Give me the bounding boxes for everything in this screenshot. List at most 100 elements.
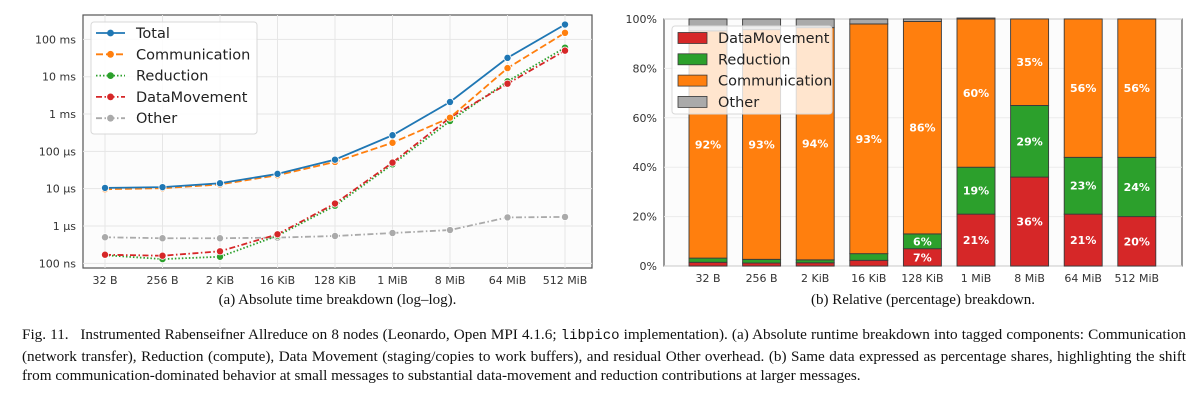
x-tick-label: 256 B <box>146 274 178 287</box>
legend-box <box>90 21 258 135</box>
data-point <box>561 28 570 37</box>
y-tick-label: 100 µs <box>39 145 76 158</box>
x-tick-label: 8 MiB <box>1014 272 1045 285</box>
y-tick-label: 100 ms <box>35 33 76 46</box>
bar-stack: 7% 6% 86% <box>902 18 942 267</box>
x-tick-label: 512 MiB <box>1115 272 1160 285</box>
legend-item-communication: Communication <box>96 47 250 63</box>
legend-a: Total Communication Reduction DataMovement O… <box>90 21 258 135</box>
legend-label: DataMovement <box>136 90 248 106</box>
bar-segment-reduction <box>902 233 942 250</box>
x-tick-label: 16 KiB <box>260 274 295 287</box>
legend-swatch <box>677 32 708 44</box>
x-tick-label: 8 MiB <box>435 274 466 287</box>
data-point <box>158 234 167 243</box>
x-tick-label: 256 B <box>746 272 778 285</box>
bar-segment-reduction <box>849 253 889 261</box>
bar-segment-datamovement <box>956 213 996 267</box>
bar-stack: 94% <box>795 18 835 267</box>
bar-stack: 20% 24% 56% <box>1117 18 1157 267</box>
legend-label: DataMovement <box>718 31 830 47</box>
data-point <box>330 155 339 164</box>
y-tick-label: 80% <box>633 62 657 75</box>
y-tick-label: 1 µs <box>53 220 76 233</box>
y-tick-label: 1 ms <box>49 108 76 121</box>
y-tick-label: 10 ms <box>42 71 76 84</box>
bar-value-label: 24% <box>1124 181 1150 194</box>
legend-item-other: Other <box>96 111 177 127</box>
bar-segment-datamovement <box>1117 216 1157 267</box>
data-point <box>445 113 454 122</box>
data-point <box>158 251 167 260</box>
subcaption-a: (a) Absolute time breakdown (log–log). <box>218 292 457 308</box>
legend-item-reduction: Reduction <box>96 69 209 85</box>
data-point <box>503 79 512 88</box>
y-axis-a: 100 ns 1 µs 10 µs 100 µs 1 ms 10 ms 100 ms <box>35 33 76 270</box>
data-point <box>503 64 512 73</box>
x-tick-label: 512 MiB <box>543 274 588 287</box>
stacked-bars: 92% 93% 94% 93% 7% 6% 86% 21% 19% 60% 36% 29% 35% 21%… <box>688 17 1157 267</box>
caption-part1: Fig. 11. Instrumented Rabenseifner Allre… <box>22 326 561 343</box>
data-point <box>388 131 397 140</box>
bar-value-label: 60% <box>963 87 989 100</box>
bar-stack: 92% <box>688 18 728 267</box>
bar-segment-communication <box>688 30 728 259</box>
legend-label: Communication <box>718 74 832 90</box>
data-point <box>273 230 282 239</box>
y-tick-label: 10 µs <box>46 183 76 196</box>
bar-segment-communication <box>956 18 996 168</box>
bar-value-label: 92% <box>695 138 721 151</box>
bar-value-label: 93% <box>748 138 774 151</box>
x-tick-label: 128 KiB <box>901 272 943 285</box>
bar-value-label: 29% <box>1016 135 1042 148</box>
x-tick-label: 32 B <box>92 274 117 287</box>
bar-value-label: 6% <box>913 235 932 248</box>
bar-segment-communication <box>795 27 835 261</box>
legend-marker <box>107 93 114 101</box>
legend-item-reduction: Reduction <box>677 52 791 68</box>
series-lines-a <box>101 20 570 264</box>
data-point <box>158 183 167 192</box>
x-tick-label: 1 MiB <box>377 274 408 287</box>
legend-marker <box>107 114 114 122</box>
bar-segment-reduction <box>688 257 728 263</box>
y-tick-label: 60% <box>633 112 657 125</box>
bar-value-label: 56% <box>1124 82 1150 95</box>
bar-value-label: 20% <box>1124 235 1150 248</box>
data-point <box>561 46 570 55</box>
x-tick-label: 2 KiB <box>206 274 234 287</box>
legend-item-datamovement: DataMovement <box>677 31 830 47</box>
data-point <box>273 169 282 178</box>
x-tick-label: 64 MiB <box>1064 272 1102 285</box>
bar-value-label: 56% <box>1070 82 1096 95</box>
bar-value-label: 86% <box>909 122 935 135</box>
caption-part2: implementation). (a) Absolute runtime br… <box>22 326 1187 384</box>
x-tick-label: 64 MiB <box>489 274 527 287</box>
bar-segment-communication <box>742 29 782 260</box>
legend-b: DataMovement Reduction Communication Other <box>671 25 833 115</box>
legend-marker <box>107 50 114 58</box>
bar-segment-reduction <box>956 166 996 215</box>
x-tick-label: 32 B <box>695 272 720 285</box>
bar-segment-reduction <box>1063 156 1103 215</box>
bar-segment-other <box>742 18 782 31</box>
bar-stack: 36% 29% 35% <box>1010 18 1050 267</box>
data-point <box>388 138 397 147</box>
data-point <box>388 228 397 237</box>
plot-area-b <box>663 18 1183 267</box>
data-point <box>503 213 512 222</box>
legend-marker <box>107 72 114 79</box>
bar-segment-datamovement <box>849 259 889 267</box>
legend-item-datamovement: DataMovement <box>96 90 248 106</box>
data-point <box>561 212 570 221</box>
data-point <box>561 20 570 29</box>
legend-label: Reduction <box>718 52 791 68</box>
legend-label: Reduction <box>136 69 209 85</box>
data-point <box>101 233 110 242</box>
subcaption-b: (b) Relative (percentage) breakdown. <box>810 292 1036 308</box>
data-point <box>101 183 110 192</box>
bar-segment-other <box>849 18 889 25</box>
x-tick-label: 1 MiB <box>961 272 992 285</box>
bar-segment-reduction <box>1117 156 1157 218</box>
bar-segment-communication <box>1063 18 1103 158</box>
